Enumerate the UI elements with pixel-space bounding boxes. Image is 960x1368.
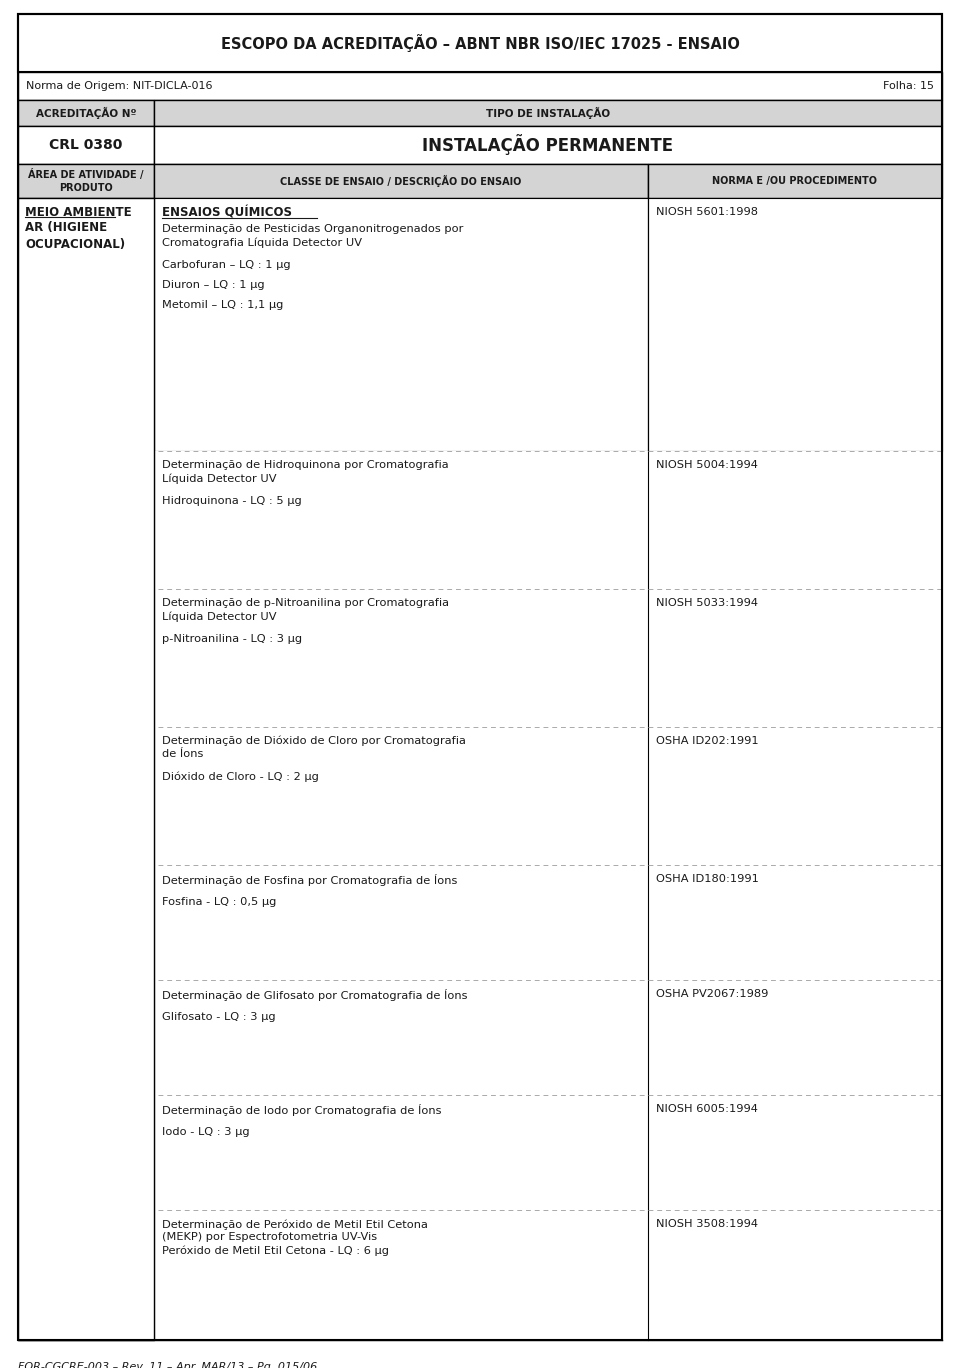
Bar (18, 126, 154, 164)
Text: Determinação de Peróxido de Metil Etil Cetona: Determinação de Peróxido de Metil Etil C… (162, 1219, 428, 1230)
Text: Carbofuran – LQ : 1 µg: Carbofuran – LQ : 1 µg (162, 260, 291, 269)
Text: Fosfina - LQ : 0,5 µg: Fosfina - LQ : 0,5 µg (162, 897, 276, 907)
Text: CRL 0380: CRL 0380 (49, 138, 123, 152)
Bar (648, 1211, 942, 1341)
Bar (648, 590, 942, 726)
Bar (648, 164, 942, 198)
Text: OSHA ID202:1991: OSHA ID202:1991 (656, 736, 758, 746)
Text: Cromatografia Líquida Detector UV: Cromatografia Líquida Detector UV (162, 237, 362, 248)
Bar (154, 979, 648, 1094)
Bar (648, 451, 942, 590)
Text: Glifosato - LQ : 3 µg: Glifosato - LQ : 3 µg (162, 1012, 276, 1022)
Text: ESCOPO DA ACREDITAÇÃO – ABNT NBR ISO/IEC 17025 - ENSAIO: ESCOPO DA ACREDITAÇÃO – ABNT NBR ISO/IEC… (221, 34, 739, 52)
Text: NIOSH 3508:1994: NIOSH 3508:1994 (656, 1219, 758, 1228)
Bar (18, 164, 154, 198)
Text: FOR-CGCRE-003 – Rev. 11 – Apr. MAR/13 – Pg. 015/06: FOR-CGCRE-003 – Rev. 11 – Apr. MAR/13 – … (18, 1363, 317, 1368)
Bar (648, 979, 942, 1094)
Bar (648, 726, 942, 865)
Text: INSTALAÇÃO PERMANENTE: INSTALAÇÃO PERMANENTE (422, 134, 674, 156)
Text: Líquida Detector UV: Líquida Detector UV (162, 611, 276, 621)
Text: TIPO DE INSTALAÇÃO: TIPO DE INSTALAÇÃO (486, 107, 610, 119)
Text: ACREDITAÇÃO Nº: ACREDITAÇÃO Nº (36, 107, 136, 119)
Text: Determinação de Hidroquinona por Cromatografia: Determinação de Hidroquinona por Cromato… (162, 460, 448, 471)
Text: Peróxido de Metil Etil Cetona - LQ : 6 µg: Peróxido de Metil Etil Cetona - LQ : 6 µ… (162, 1245, 389, 1256)
Text: Líquida Detector UV: Líquida Detector UV (162, 473, 276, 483)
Bar (154, 451, 648, 590)
Bar (18, 14, 942, 73)
Text: (MEKP) por Espectrofotometria UV-Vis: (MEKP) por Espectrofotometria UV-Vis (162, 1233, 377, 1242)
Bar (154, 865, 648, 979)
Bar (154, 198, 648, 451)
Bar (154, 726, 648, 865)
Text: NIOSH 5033:1994: NIOSH 5033:1994 (656, 598, 758, 607)
Bar (648, 865, 942, 979)
Text: Hidroquinona - LQ : 5 µg: Hidroquinona - LQ : 5 µg (162, 497, 301, 506)
Text: p-Nitroanilina - LQ : 3 µg: p-Nitroanilina - LQ : 3 µg (162, 633, 302, 644)
Text: Determinação de Pesticidas Organonitrogenados por: Determinação de Pesticidas Organonitroge… (162, 224, 464, 234)
Text: NORMA E /OU PROCEDIMENTO: NORMA E /OU PROCEDIMENTO (712, 176, 877, 186)
Text: ENSAIOS QUÍMICOS: ENSAIOS QUÍMICOS (162, 207, 292, 220)
Text: Norma de Origem: NIT-DICLA-016: Norma de Origem: NIT-DICLA-016 (26, 81, 212, 92)
Text: Folha: 15: Folha: 15 (883, 81, 934, 92)
Text: NIOSH 5601:1998: NIOSH 5601:1998 (656, 207, 758, 218)
Bar (18, 73, 942, 100)
Bar (154, 164, 648, 198)
Text: NIOSH 6005:1994: NIOSH 6005:1994 (656, 1104, 757, 1114)
Text: NIOSH 5004:1994: NIOSH 5004:1994 (656, 460, 757, 471)
Text: Metomil – LQ : 1,1 µg: Metomil – LQ : 1,1 µg (162, 300, 283, 311)
Text: Iodo - LQ : 3 µg: Iodo - LQ : 3 µg (162, 1127, 250, 1137)
Bar (154, 1094, 648, 1211)
Text: CLASSE DE ENSAIO / DESCRIÇÃO DO ENSAIO: CLASSE DE ENSAIO / DESCRIÇÃO DO ENSAIO (280, 175, 521, 187)
Bar (648, 1094, 942, 1211)
Text: ÁREA DE ATIVIDADE /
PRODUTO: ÁREA DE ATIVIDADE / PRODUTO (28, 170, 144, 193)
Text: OSHA PV2067:1989: OSHA PV2067:1989 (656, 989, 768, 999)
Text: MEIO AMBIENTE: MEIO AMBIENTE (25, 207, 132, 219)
Bar (154, 590, 648, 726)
Text: Determinação de Dióxido de Cloro por Cromatografia: Determinação de Dióxido de Cloro por Cro… (162, 736, 466, 747)
Bar (18, 100, 154, 126)
Bar (648, 198, 942, 451)
Bar (154, 1211, 648, 1341)
Text: Diuron – LQ : 1 µg: Diuron – LQ : 1 µg (162, 280, 265, 290)
Text: Dióxido de Cloro - LQ : 2 µg: Dióxido de Cloro - LQ : 2 µg (162, 772, 319, 782)
Text: de Íons: de Íons (162, 750, 204, 759)
Text: Determinação de Iodo por Cromatografia de Íons: Determinação de Iodo por Cromatografia d… (162, 1104, 442, 1116)
Bar (154, 100, 942, 126)
Bar (18, 198, 154, 1341)
Text: OSHA ID180:1991: OSHA ID180:1991 (656, 874, 758, 884)
Text: Determinação de p-Nitroanilina por Cromatografia: Determinação de p-Nitroanilina por Croma… (162, 598, 449, 607)
Text: AR (HIGIENE
OCUPACIONAL): AR (HIGIENE OCUPACIONAL) (25, 222, 125, 250)
Bar (154, 126, 942, 164)
Text: Determinação de Fosfina por Cromatografia de Íons: Determinação de Fosfina por Cromatografi… (162, 874, 457, 886)
Text: Determinação de Glifosato por Cromatografia de Íons: Determinação de Glifosato por Cromatogra… (162, 989, 468, 1001)
